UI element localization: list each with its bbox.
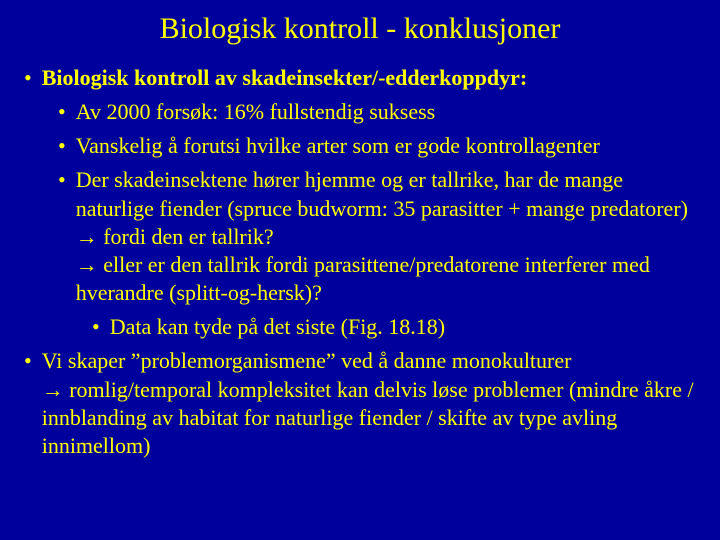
bullet-icon: •: [58, 166, 66, 194]
item-text: Biologisk kontroll av skadeinsekter/-edd…: [42, 64, 696, 92]
bullet-icon: •: [24, 64, 32, 92]
item-text: Data kan tyde på det siste (Fig. 18.18): [110, 313, 696, 341]
item-text: Der skadeinsektene hører hjemme og er ta…: [76, 166, 696, 307]
item-text: Av 2000 forsøk: 16% fullstendig suksess: [76, 98, 696, 126]
item-text: Vanskelig å forutsi hvilke arter som er …: [76, 132, 696, 160]
item-text: Vi skaper ”problemorganismene” ved å dan…: [42, 347, 696, 460]
list-item: • Av 2000 forsøk: 16% fullstendig sukses…: [58, 98, 696, 126]
list-item: • Data kan tyde på det siste (Fig. 18.18…: [92, 313, 696, 341]
list-item: • Vanskelig å forutsi hvilke arter som e…: [58, 132, 696, 160]
list-item: • Biologisk kontroll av skadeinsekter/-e…: [24, 64, 696, 92]
list-item: • Der skadeinsektene hører hjemme og er …: [58, 166, 696, 307]
list-item: • Vi skaper ”problemorganismene” ved å d…: [24, 347, 696, 460]
bullet-icon: •: [92, 313, 100, 341]
bullet-icon: •: [58, 132, 66, 160]
slide-title: Biologisk kontroll - konklusjoner: [24, 12, 696, 46]
bullet-icon: •: [58, 98, 66, 126]
bullet-icon: •: [24, 347, 32, 375]
